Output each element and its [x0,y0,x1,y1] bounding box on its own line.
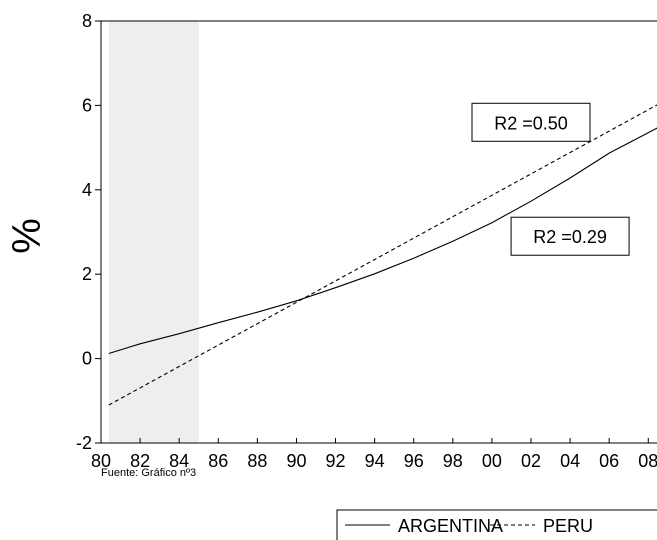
x-tick-label: 96 [404,451,424,471]
x-tick-label: 80 [91,451,111,471]
y-tick-label: 6 [82,95,92,115]
x-tick-label: 88 [247,451,267,471]
annotation-label: R2 =0.50 [494,113,568,133]
series-line-argentina [108,127,657,355]
y-tick-label: 0 [82,349,92,369]
x-tick-label: 86 [208,451,228,471]
x-tick-label: 92 [326,451,346,471]
y-tick-label: 8 [82,11,92,31]
y-tick-label: -2 [76,433,92,453]
legend-label-peru: PERU [543,516,593,536]
x-tick-label: 00 [482,451,502,471]
x-tick-label: 84 [169,451,189,471]
x-tick-label: 94 [365,451,385,471]
source-note: Fuente: Gráfico nº3 [101,467,196,479]
annotation-box [471,102,591,142]
x-tick-label: 04 [560,451,580,471]
x-tick-label: 02 [521,451,541,471]
x-tick-label: 98 [443,451,463,471]
y-tick-label: 4 [82,180,92,200]
x-tick-label: 08 [638,451,657,471]
annotation-box [510,216,630,256]
y-tick-label: 2 [82,264,92,284]
x-tick-label: 90 [286,451,306,471]
legend-label-argentina: ARGENTINA [398,516,503,536]
x-tick-label: 06 [599,451,619,471]
annotation-label: R2 =0.29 [533,227,607,247]
y-axis-label: % [5,218,49,254]
shaded-region [108,21,199,443]
x-tick-label: 82 [130,451,150,471]
